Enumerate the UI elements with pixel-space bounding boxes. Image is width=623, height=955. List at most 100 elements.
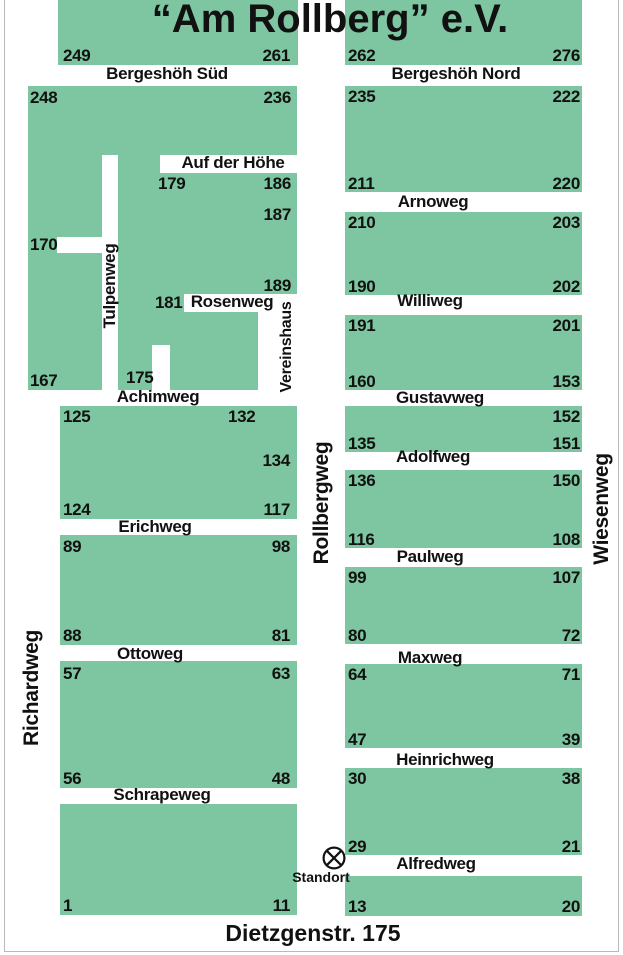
street-label-arnoweg: Arnoweg [397, 192, 469, 211]
plot-number: 190 [348, 277, 376, 296]
auf-der-hoehe-path [160, 155, 297, 173]
street-label-bergesh-h-s-d: Bergeshöh Süd [106, 64, 228, 83]
plot-number: 167 [30, 371, 58, 390]
plot-block-right-3 [345, 212, 582, 295]
street-label-tulpenweg: Tulpenweg [100, 243, 119, 329]
plot-number: 132 [228, 407, 256, 426]
rosenweg-path [184, 294, 297, 312]
vereinshaus-area [258, 312, 297, 390]
tulpenweg-path [102, 155, 118, 390]
plot-number: 152 [552, 407, 581, 426]
plot-number: 151 [552, 434, 581, 453]
plot-number: 47 [348, 730, 367, 749]
street-label-heinrichweg: Heinrichweg [396, 750, 494, 769]
plot-number: 211 [348, 174, 375, 193]
plot-number: 56 [63, 769, 82, 788]
plot-block-left-bottom [60, 804, 297, 915]
plot-number: 57 [63, 664, 82, 683]
plot-number: 222 [552, 87, 581, 106]
plot-number: 13 [348, 897, 367, 916]
plot-number: 189 [263, 276, 292, 295]
plot-block-right-8 [345, 664, 582, 748]
street-label-rollbergweg: Rollbergweg [310, 441, 333, 565]
plot-block-right-9 [345, 768, 582, 855]
plot-number: 220 [552, 174, 581, 193]
plot-number: 21 [561, 837, 581, 856]
plot-number: 202 [552, 277, 581, 296]
street-label-ottoweg: Ottoweg [117, 644, 183, 663]
plot-number: 11 [272, 896, 291, 915]
page-title: “Am Rollberg” e.V. [151, 0, 509, 41]
plot-number: 1 [63, 896, 73, 915]
plot-number: 63 [271, 664, 291, 683]
plot-number: 186 [263, 174, 292, 193]
plot-number: 108 [552, 530, 581, 549]
plot-number: 175 [126, 368, 154, 387]
plot-number: 179 [158, 174, 186, 193]
plot-block-left-5 [60, 661, 297, 788]
plot-number: 81 [271, 626, 291, 645]
plot-block-right-bottom [345, 876, 582, 916]
plot-block-right-6 [345, 470, 582, 548]
plot-number: 99 [348, 568, 367, 587]
plot-number: 38 [561, 769, 581, 788]
plot-number: 187 [263, 205, 292, 224]
plot-block-right-top [345, 0, 582, 65]
plot-block-left-3 [60, 406, 297, 519]
path-170 [57, 237, 102, 253]
plot-number: 71 [561, 665, 581, 684]
plot-number: 276 [552, 46, 581, 65]
plot-block-right-5 [345, 406, 582, 452]
plot-number: 88 [63, 626, 82, 645]
plot-number: 124 [63, 500, 91, 519]
plot-number: 117 [263, 500, 290, 519]
plot-number: 150 [552, 471, 581, 490]
street-label-adolfweg: Adolfweg [395, 447, 471, 466]
plot-number: 125 [63, 407, 91, 426]
plot-number: 89 [63, 537, 82, 556]
plot-number: 64 [348, 665, 367, 684]
street-label-wiesenweg: Wiesenweg [590, 453, 613, 565]
plot-number: 29 [348, 837, 367, 856]
plot-number: 210 [348, 213, 376, 232]
plot-number: 136 [348, 471, 376, 490]
street-label-auf-der-h-he: Auf der Höhe [181, 153, 285, 172]
location-marker-icon [321, 845, 347, 876]
plot-number: 261 [262, 46, 291, 65]
street-label-erichweg: Erichweg [118, 517, 192, 536]
plot-number: 48 [271, 769, 291, 788]
plot-number: 134 [262, 451, 291, 470]
plot-number: 30 [348, 769, 367, 788]
plot-number: 39 [561, 730, 581, 749]
street-label-alfredweg: Alfredweg [396, 854, 476, 873]
plot-block-right-4 [345, 315, 582, 390]
plot-number: 262 [348, 46, 376, 65]
plot-number: 116 [348, 530, 375, 549]
street-label-achimweg: Achimweg [116, 387, 200, 406]
street-label-paulweg: Paulweg [396, 547, 464, 566]
plot-number: 191 [348, 316, 376, 335]
plot-number: 160 [348, 372, 376, 391]
street-label-vereinshaus: Vereinshaus [278, 301, 295, 393]
plot-number: 20 [561, 897, 581, 916]
plot-number: 235 [348, 87, 376, 106]
path-175 [152, 345, 170, 390]
plot-number: 80 [348, 626, 367, 645]
street-address: Dietzgenstr. 175 [225, 920, 401, 946]
street-label-schrapeweg: Schrapeweg [113, 785, 211, 804]
plot-block-left-top [58, 0, 298, 65]
plot-number: 170 [30, 235, 58, 254]
standort-label: Standort [292, 869, 350, 885]
plot-number: 203 [552, 213, 581, 232]
street-label-bergesh-h-nord: Bergeshöh Nord [391, 64, 521, 83]
plot-number: 135 [348, 434, 376, 453]
plot-block-right-7 [345, 567, 582, 644]
plot-number: 98 [271, 537, 291, 556]
street-label-maxweg: Maxweg [397, 648, 463, 667]
plot-number: 107 [552, 568, 581, 587]
street-label-gustavweg: Gustavweg [396, 388, 484, 407]
plot-block-right-2 [345, 86, 582, 192]
plot-number: 236 [263, 88, 292, 107]
plot-number: 248 [30, 88, 58, 107]
